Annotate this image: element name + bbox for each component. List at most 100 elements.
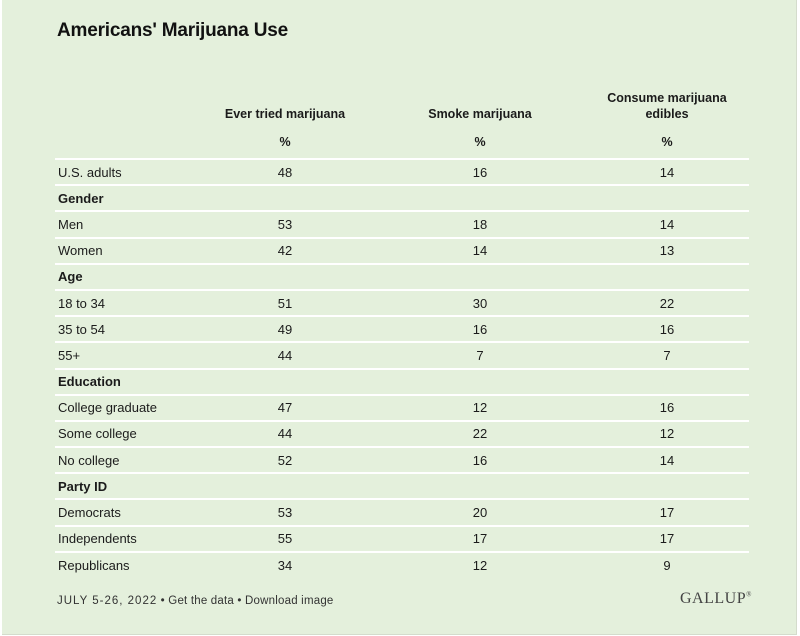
value-cell: 44 xyxy=(195,341,375,369)
row-label: 18 to 34 xyxy=(55,288,195,317)
table-body: U.S. adults 48 16 14 Gender Men 53 18 14 Women 42 1… xyxy=(55,157,749,578)
value-cell: 12 xyxy=(375,393,585,421)
row-label: Republicans xyxy=(55,550,195,578)
value-cell: 49 xyxy=(195,315,375,343)
row-label: 35 to 54 xyxy=(55,315,195,343)
group-header-row: Age xyxy=(55,262,749,290)
value-cell: 20 xyxy=(375,498,585,526)
table-row: U.S. adults 48 16 14 xyxy=(55,157,749,186)
footer: JULY 5-26, 2022 • Get the data • Downloa… xyxy=(57,595,334,607)
value-cell: 16 xyxy=(585,315,749,343)
column-header: Smoke marijuana xyxy=(428,107,532,121)
gallup-logo: GALLUP® xyxy=(680,590,752,608)
logo-text: GALLUP xyxy=(680,590,747,607)
row-label: U.S. adults xyxy=(55,157,195,186)
table-row: 35 to 54 49 16 16 xyxy=(55,315,749,343)
row-label: 55+ xyxy=(55,341,195,369)
row-label: College graduate xyxy=(55,393,195,421)
value-cell: 9 xyxy=(585,550,749,578)
value-cell: 13 xyxy=(585,236,749,264)
value-cell: 14 xyxy=(585,210,749,238)
value-cell: 12 xyxy=(375,550,585,578)
group-label: Gender xyxy=(55,184,195,212)
survey-date: JULY 5-26, 2022 xyxy=(57,595,158,607)
value-cell xyxy=(585,262,749,290)
value-cell: 17 xyxy=(585,524,749,552)
value-cell xyxy=(585,184,749,212)
value-cell: 44 xyxy=(195,419,375,448)
row-label: Men xyxy=(55,210,195,238)
unit-label: % xyxy=(474,135,486,149)
table-row: Republicans 34 12 9 xyxy=(55,550,749,578)
value-cell: 52 xyxy=(195,446,375,474)
value-cell xyxy=(195,184,375,212)
row-label-header xyxy=(55,80,195,126)
value-cell: 22 xyxy=(585,288,749,317)
row-label: Women xyxy=(55,236,195,264)
value-cell xyxy=(375,367,585,395)
value-cell: 51 xyxy=(195,288,375,317)
unit-row: % % % xyxy=(55,126,749,159)
group-label: Education xyxy=(55,367,195,395)
value-cell xyxy=(585,472,749,500)
value-cell xyxy=(375,472,585,500)
footer-separator: • xyxy=(237,595,242,607)
column-header-label: Consume marijuana edibles xyxy=(607,91,727,121)
value-cell: 42 xyxy=(195,236,375,264)
row-label-header xyxy=(55,126,195,159)
value-cell: 22 xyxy=(375,419,585,448)
group-header-row: Gender xyxy=(55,184,749,212)
group-label: Age xyxy=(55,262,195,290)
table-row: Women 42 14 13 xyxy=(55,236,749,264)
value-cell: 14 xyxy=(375,236,585,264)
value-cell: 7 xyxy=(585,341,749,369)
value-cell: 14 xyxy=(585,446,749,474)
value-cell: 34 xyxy=(195,550,375,578)
value-cell: 47 xyxy=(195,393,375,421)
row-label: No college xyxy=(55,446,195,474)
logo-trademark: ® xyxy=(746,590,752,599)
row-label: Democrats xyxy=(55,498,195,526)
table-row: Men 53 18 14 xyxy=(55,210,749,238)
group-header-row: Party ID xyxy=(55,472,749,500)
value-cell: 48 xyxy=(195,157,375,186)
group-header-row: Education xyxy=(55,367,749,395)
row-label: Some college xyxy=(55,419,195,448)
value-cell xyxy=(195,367,375,395)
value-cell: 16 xyxy=(375,157,585,186)
unit-label: % xyxy=(279,135,291,149)
column-header: Ever tried marijuana xyxy=(224,107,346,121)
value-cell: 17 xyxy=(375,524,585,552)
table-row: Democrats 53 20 17 xyxy=(55,498,749,526)
value-cell: 16 xyxy=(375,315,585,343)
value-cell xyxy=(375,262,585,290)
group-label: Party ID xyxy=(55,472,195,500)
value-cell: 53 xyxy=(195,210,375,238)
footer-separator: • xyxy=(160,595,165,607)
value-cell: 17 xyxy=(585,498,749,526)
value-cell xyxy=(585,367,749,395)
download-image-link[interactable]: Download image xyxy=(245,595,334,607)
row-label: Independents xyxy=(55,524,195,552)
table-row: 18 to 34 51 30 22 xyxy=(55,288,749,317)
value-cell: 14 xyxy=(585,157,749,186)
value-cell xyxy=(375,184,585,212)
table-row: College graduate 47 12 16 xyxy=(55,393,749,421)
table-row: Some college 44 22 12 xyxy=(55,419,749,448)
value-cell: 18 xyxy=(375,210,585,238)
unit-label: % xyxy=(661,135,673,149)
column-header: Consume marijuana edibles xyxy=(585,80,749,126)
value-cell: 7 xyxy=(375,341,585,369)
value-cell: 53 xyxy=(195,498,375,526)
column-header-row: Ever tried marijuana Smoke marijuana Con… xyxy=(55,80,749,126)
value-cell xyxy=(195,262,375,290)
value-cell: 16 xyxy=(375,446,585,474)
get-data-link[interactable]: Get the data xyxy=(168,595,234,607)
table-row: Independents 55 17 17 xyxy=(55,524,749,552)
table-row: 55+ 44 7 7 xyxy=(55,341,749,369)
value-cell xyxy=(195,472,375,500)
table-row: No college 52 16 14 xyxy=(55,446,749,474)
data-table: Ever tried marijuana Smoke marijuana Con… xyxy=(55,80,749,578)
value-cell: 55 xyxy=(195,524,375,552)
